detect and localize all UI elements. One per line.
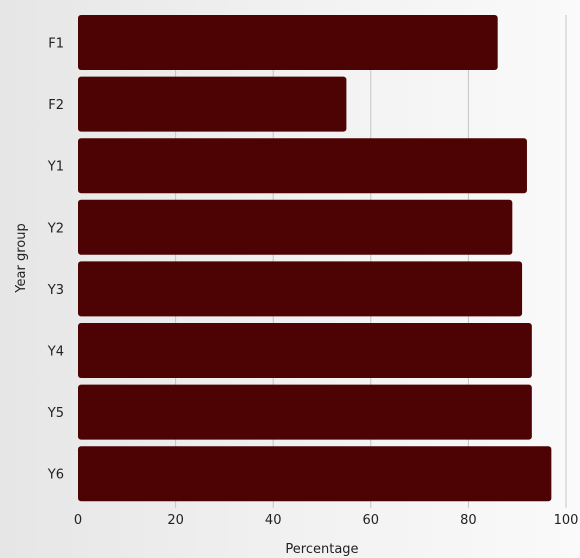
y-tick-label-y2: Y2 xyxy=(47,221,64,236)
x-axis-ticks: 0 20 40 60 80 100 xyxy=(74,513,579,528)
bar-f2 xyxy=(78,76,347,132)
x-axis-title: Percentage xyxy=(285,542,358,557)
bar-f1 xyxy=(78,15,498,70)
y-axis-title: Year group xyxy=(14,223,29,293)
x-tick-label: 20 xyxy=(167,513,184,528)
x-tick-label: 40 xyxy=(265,513,282,528)
bar-y3 xyxy=(78,261,523,317)
y-tick-label-y4: Y4 xyxy=(47,345,64,360)
y-tick-label-f1: F1 xyxy=(48,37,64,52)
y-tick-label-y1: Y1 xyxy=(47,160,64,175)
x-tick-label: 60 xyxy=(363,513,380,528)
x-tick-label: 80 xyxy=(460,513,477,528)
bar-y1 xyxy=(78,138,527,194)
bar-y4 xyxy=(78,323,532,378)
bars xyxy=(78,15,552,502)
y-tick-label-y3: Y3 xyxy=(47,283,64,298)
y-axis-ticks: F1 F2 Y1 Y2 Y3 Y4 Y5 Y6 xyxy=(47,37,64,483)
y-tick-label-y5: Y5 xyxy=(47,406,64,421)
bar-y5 xyxy=(78,384,532,440)
y-tick-label-f2: F2 xyxy=(48,98,64,113)
bar-y6 xyxy=(78,446,552,502)
x-tick-label: 100 xyxy=(554,513,579,528)
bar-y2 xyxy=(78,199,513,255)
y-tick-label-y6: Y6 xyxy=(47,468,64,483)
x-tick-label: 0 xyxy=(74,513,82,528)
